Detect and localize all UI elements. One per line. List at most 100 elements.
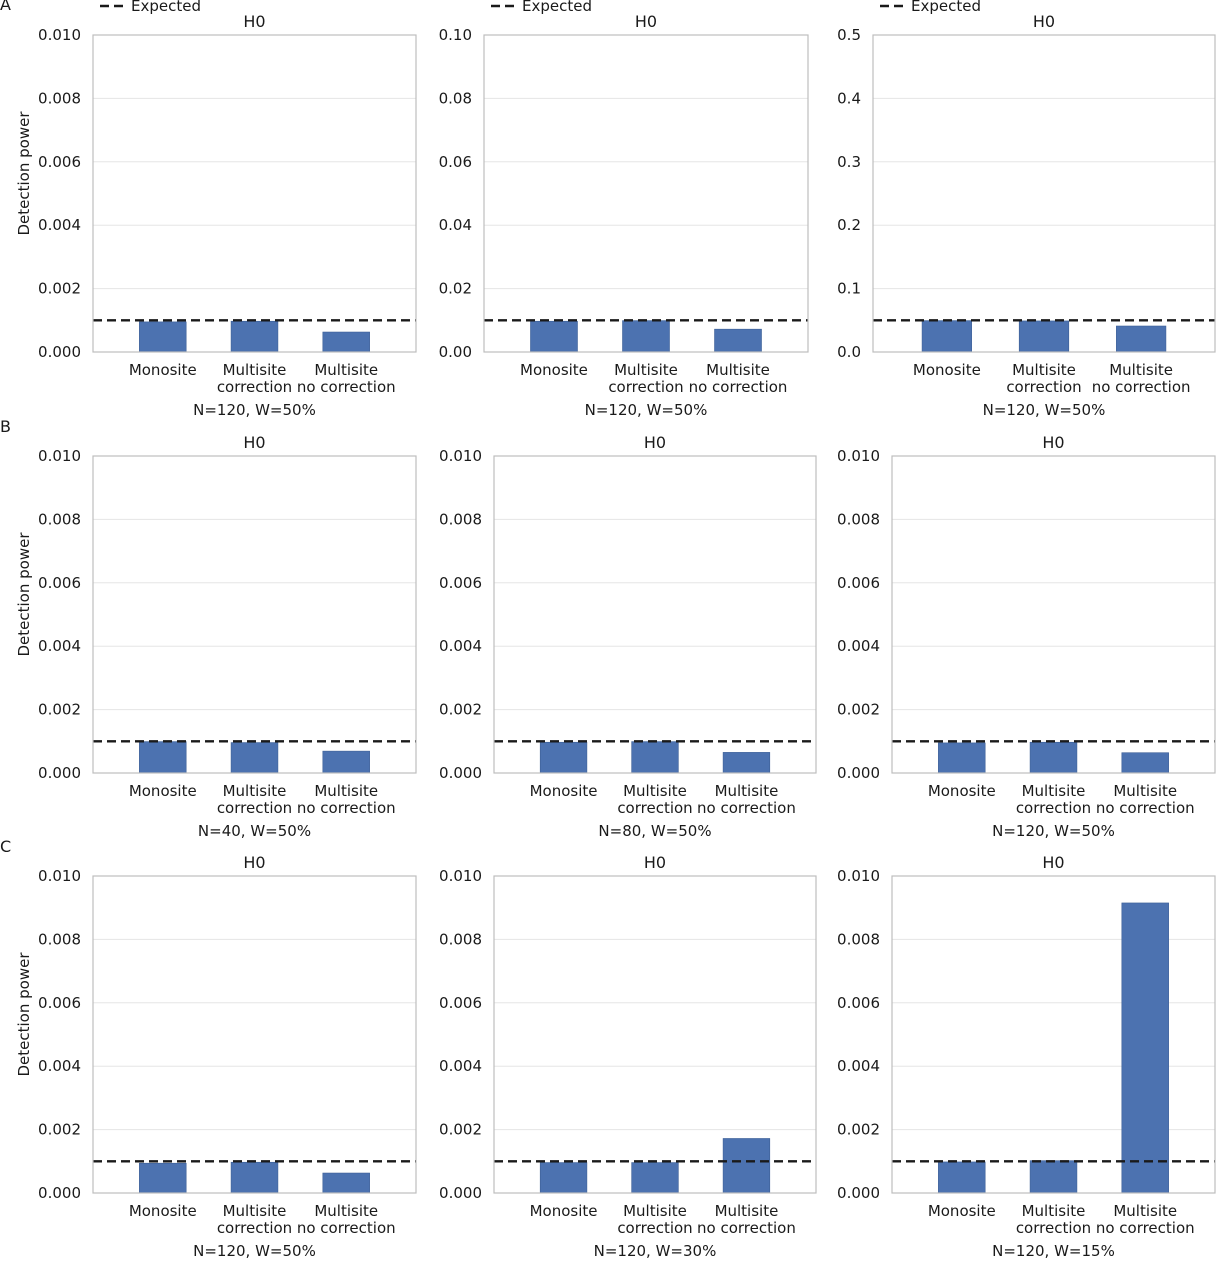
- x-tick-label: Multisite: [314, 782, 378, 800]
- x-tick-label: Multisite: [314, 361, 378, 379]
- legend-label: Expected: [131, 0, 201, 15]
- bar-multisite-no-correction: [722, 752, 771, 774]
- y-tick-label: 0.006: [837, 574, 880, 592]
- x-axis-label: N=80, W=50%: [598, 822, 711, 840]
- bar-multisite-no-correction: [1121, 902, 1169, 1194]
- x-tick-label: Monosite: [129, 1202, 197, 1220]
- chart-title: H0: [644, 433, 666, 452]
- y-tick-label: 0.002: [38, 1121, 81, 1139]
- y-tick-label: 0.004: [38, 1057, 81, 1075]
- x-tick-label: Multisite: [1113, 782, 1177, 800]
- y-tick-label: 0.008: [38, 89, 81, 107]
- bar-monosite: [139, 1162, 187, 1194]
- bar-multisite-no-correction: [722, 1138, 771, 1194]
- y-tick-label: 0.008: [38, 930, 81, 948]
- y-tick-label: 0.1: [837, 280, 861, 298]
- plot-frame: [92, 34, 417, 353]
- x-tick-label: Monosite: [520, 361, 588, 379]
- bar-monosite: [530, 320, 578, 353]
- x-tick-label: correction: [217, 378, 292, 396]
- plot-frame: [891, 875, 1216, 1194]
- y-tick-label: 0.000: [38, 764, 81, 782]
- y-tick-label: 0.004: [439, 1057, 482, 1075]
- x-tick-label: Monosite: [928, 782, 996, 800]
- y-tick-label: 0.002: [38, 280, 81, 298]
- panel-letter-C: C: [0, 837, 11, 856]
- bar-multisite-correction: [631, 1162, 679, 1194]
- chart-title: H0: [635, 12, 657, 31]
- x-tick-label: no correction: [689, 378, 788, 396]
- y-tick-label: 0.010: [439, 447, 482, 465]
- bar-monosite: [539, 741, 588, 774]
- x-tick-label: no correction: [297, 1219, 396, 1237]
- x-tick-label: correction: [617, 1219, 692, 1237]
- x-axis-label: N=120, W=50%: [193, 401, 316, 419]
- bar-monosite: [938, 742, 986, 774]
- y-tick-label: 0.06: [439, 153, 472, 171]
- chart-c-2: 0.000 0.002 0.004 0.006 0.008 0.010 H0 Monosite…: [439, 853, 817, 1260]
- x-tick-label: no correction: [297, 378, 396, 396]
- bar-multisite-no-correction: [322, 1172, 370, 1194]
- bar-multisite-correction: [230, 320, 279, 353]
- plot-frame: [483, 34, 809, 353]
- y-tick-label: 0.006: [439, 994, 482, 1012]
- y-tick-label: 0.04: [439, 216, 472, 234]
- bar-multisite-no-correction: [1116, 325, 1167, 353]
- panel-letter-A: A: [0, 0, 11, 14]
- y-tick-label: 0.000: [439, 1184, 482, 1202]
- x-axis-label: N=120, W=50%: [193, 1242, 316, 1260]
- x-tick-label: Multisite: [223, 361, 287, 379]
- x-tick-label: correction: [1016, 1219, 1091, 1237]
- bar-multisite-correction: [1029, 741, 1078, 774]
- bar-multisite-no-correction: [1121, 752, 1169, 774]
- x-tick-label: Multisite: [314, 1202, 378, 1220]
- y-tick-label: 0.008: [837, 510, 880, 528]
- y-tick-label: 0.004: [837, 1057, 880, 1075]
- x-tick-label: no correction: [1096, 799, 1195, 817]
- x-tick-label: Multisite: [223, 1202, 287, 1220]
- x-axis-label: N=120, W=50%: [983, 401, 1106, 419]
- x-tick-label: Multisite: [1022, 782, 1086, 800]
- x-tick-label: Multisite: [706, 361, 770, 379]
- chart-title: H0: [243, 853, 265, 872]
- x-tick-label: correction: [617, 799, 692, 817]
- bar-monosite: [938, 1161, 986, 1194]
- y-tick-label: 0.004: [439, 637, 482, 655]
- y-tick-label: 0.006: [38, 994, 81, 1012]
- x-tick-label: Multisite: [614, 361, 678, 379]
- y-tick-label: 0.010: [38, 867, 81, 885]
- y-tick-label: 0.004: [38, 216, 81, 234]
- y-tick-label: 0.2: [837, 216, 861, 234]
- y-tick-label: 0.002: [439, 701, 482, 719]
- x-tick-label: no correction: [297, 799, 396, 817]
- y-tick-label: 0.4: [837, 89, 861, 107]
- y-tick-label: 0.010: [38, 26, 81, 44]
- y-tick-label: 0.00: [439, 343, 472, 361]
- plot-frame: [493, 455, 817, 774]
- bar-multisite-correction: [622, 320, 670, 353]
- x-tick-label: Monosite: [928, 1202, 996, 1220]
- x-tick-label: Multisite: [715, 782, 779, 800]
- plot-frame: [92, 875, 417, 1194]
- x-axis-label: N=120, W=15%: [992, 1242, 1115, 1260]
- x-tick-label: correction: [1006, 378, 1081, 396]
- x-tick-label: Multisite: [623, 1202, 687, 1220]
- chart-title: H0: [1042, 433, 1064, 452]
- chart-b-3: 0.000 0.002 0.004 0.006 0.008 0.010 H0 Monosite…: [837, 433, 1216, 840]
- x-axis-label: N=120, W=50%: [992, 822, 1115, 840]
- y-axis-label: Detection power: [15, 532, 33, 657]
- plot-frame: [891, 455, 1216, 774]
- bar-monosite: [139, 741, 187, 774]
- x-tick-label: Monosite: [129, 361, 197, 379]
- chart-title: H0: [1033, 12, 1055, 31]
- y-tick-label: 0.08: [439, 89, 472, 107]
- x-tick-label: Multisite: [623, 782, 687, 800]
- y-tick-label: 0.000: [439, 764, 482, 782]
- bar-monosite: [539, 1162, 588, 1194]
- y-tick-label: 0.000: [837, 1184, 880, 1202]
- y-tick-label: 0.004: [837, 637, 880, 655]
- x-tick-label: Monosite: [530, 782, 598, 800]
- y-tick-label: 0.10: [439, 26, 472, 44]
- y-tick-label: 0.010: [38, 447, 81, 465]
